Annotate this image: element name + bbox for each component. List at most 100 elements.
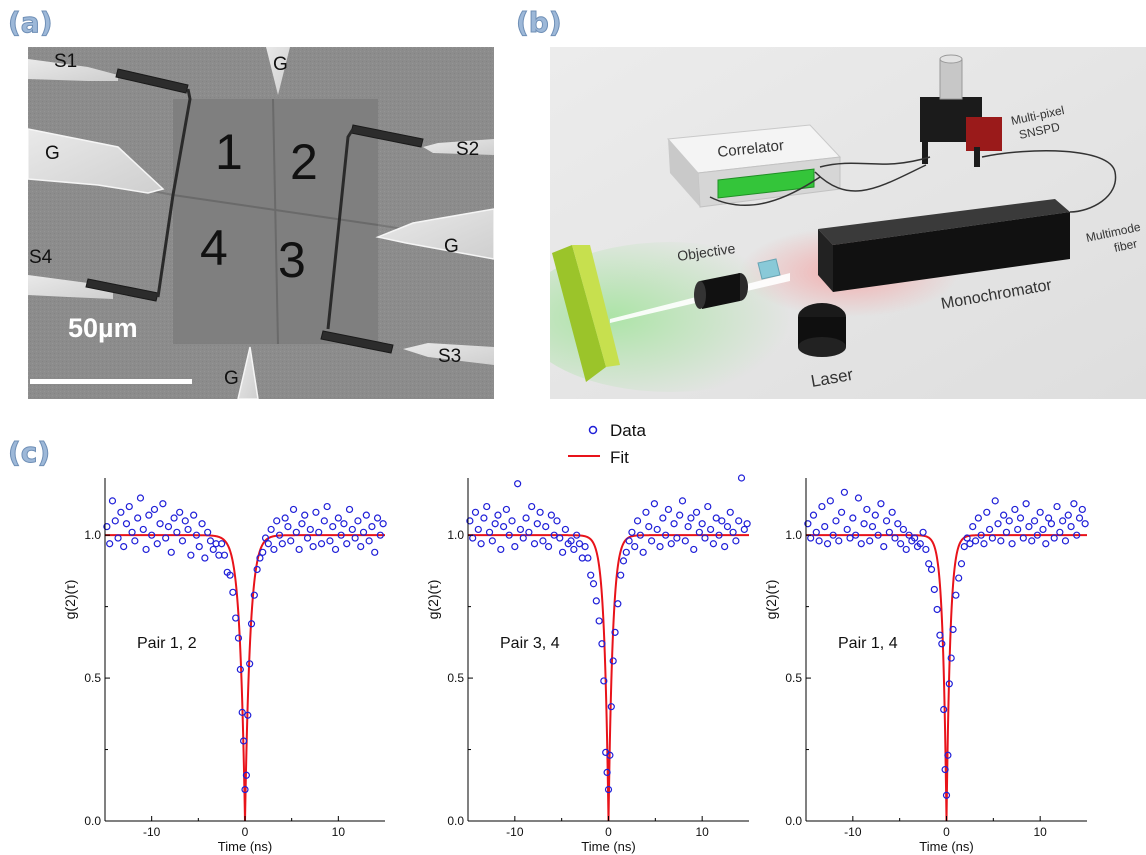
x-axis-label: Time (ns) <box>919 839 973 854</box>
data-point <box>525 528 533 536</box>
data-point <box>941 765 949 774</box>
data-point <box>1064 511 1072 519</box>
data-point <box>866 537 874 545</box>
data-point <box>874 531 882 539</box>
data-point <box>187 551 195 559</box>
data-point <box>1022 500 1030 508</box>
x-axis-label: Time (ns) <box>218 839 272 854</box>
data-point <box>633 517 642 525</box>
fit-curve <box>468 534 749 822</box>
data-point <box>480 514 488 522</box>
data-point <box>584 554 592 562</box>
data-point <box>704 502 712 511</box>
data-point <box>497 545 505 554</box>
data-point <box>340 520 348 528</box>
data-point <box>1030 517 1039 525</box>
data-point <box>852 531 860 539</box>
data-point <box>474 525 482 534</box>
data-point <box>706 525 715 534</box>
data-point <box>125 502 133 511</box>
x-tick-label: 10 <box>332 825 346 839</box>
y-tick-label: 1.0 <box>84 528 101 542</box>
y-tick-label: 0.5 <box>84 671 101 685</box>
data-point <box>170 514 178 522</box>
data-point <box>603 768 611 777</box>
data-point <box>606 751 614 759</box>
pad-label-s1: S1 <box>54 51 77 72</box>
data-point <box>1033 531 1041 539</box>
data-point <box>362 511 370 519</box>
g2-plot-3: 0.0 0.5 1.0 -10 0 10 Time (ns) g(2)(τ) Pair 1, 4 <box>763 478 1089 854</box>
data-point <box>930 585 938 594</box>
data-point <box>804 520 812 528</box>
data-point <box>539 537 547 545</box>
data-point <box>567 537 575 545</box>
data-point <box>229 588 237 596</box>
data-point <box>570 545 578 554</box>
data-point <box>153 540 161 548</box>
data-point <box>236 665 244 674</box>
data-point <box>292 528 300 536</box>
data-point <box>854 494 863 502</box>
y-tick-label: 0.5 <box>447 671 464 685</box>
data-point <box>636 531 644 539</box>
data-point <box>1067 522 1075 531</box>
data-point <box>323 502 331 511</box>
data-point <box>201 554 209 562</box>
data-point <box>371 548 379 556</box>
data-point <box>477 540 485 548</box>
data-point <box>919 528 927 536</box>
data-point <box>969 522 977 531</box>
panel-label-a: (a) <box>8 6 53 40</box>
data-point <box>676 511 684 519</box>
y-axis-label: g(2)(τ) <box>763 580 779 620</box>
data-point <box>198 520 206 528</box>
data-point <box>611 628 619 636</box>
data-point <box>368 522 376 531</box>
data-point <box>320 517 328 525</box>
data-point <box>957 560 966 568</box>
data-point <box>642 508 650 516</box>
data-point <box>723 522 732 531</box>
data-point <box>306 525 314 534</box>
data-point <box>204 528 212 536</box>
data-point <box>354 517 362 525</box>
data-point <box>530 540 539 548</box>
data-point <box>167 548 175 556</box>
data-point <box>483 502 491 511</box>
y-axis-label: g(2)(τ) <box>425 580 441 620</box>
data-point <box>960 543 968 551</box>
legend-data-marker <box>588 425 598 435</box>
data-point <box>128 528 136 536</box>
data-point <box>826 497 834 505</box>
data-point <box>818 502 826 511</box>
data-point <box>647 537 656 545</box>
data-point <box>264 540 272 548</box>
x-tick-label: 10 <box>1033 825 1047 839</box>
data-point <box>1044 514 1053 522</box>
data-point <box>136 494 145 502</box>
x-tick-label: -10 <box>506 825 524 839</box>
data-point <box>815 537 823 545</box>
data-point <box>345 505 354 514</box>
data-point <box>379 520 387 528</box>
data-point <box>122 520 131 528</box>
data-point <box>1014 525 1022 534</box>
pad-label-g-bottom: G <box>224 368 239 389</box>
data-point <box>253 565 261 574</box>
data-point <box>721 543 729 551</box>
data-point <box>871 511 879 519</box>
data-point <box>980 540 988 548</box>
data-point <box>598 640 606 648</box>
data-point <box>695 528 703 536</box>
data-point <box>278 540 286 548</box>
data-point <box>726 508 734 516</box>
data-point <box>650 500 659 508</box>
data-point <box>592 597 600 605</box>
data-point <box>575 540 584 548</box>
data-point <box>988 534 997 542</box>
pad-label-s3: S3 <box>438 346 461 367</box>
data-point <box>511 543 519 551</box>
data-point <box>309 543 317 551</box>
y-tick-label: 0.0 <box>84 814 101 828</box>
